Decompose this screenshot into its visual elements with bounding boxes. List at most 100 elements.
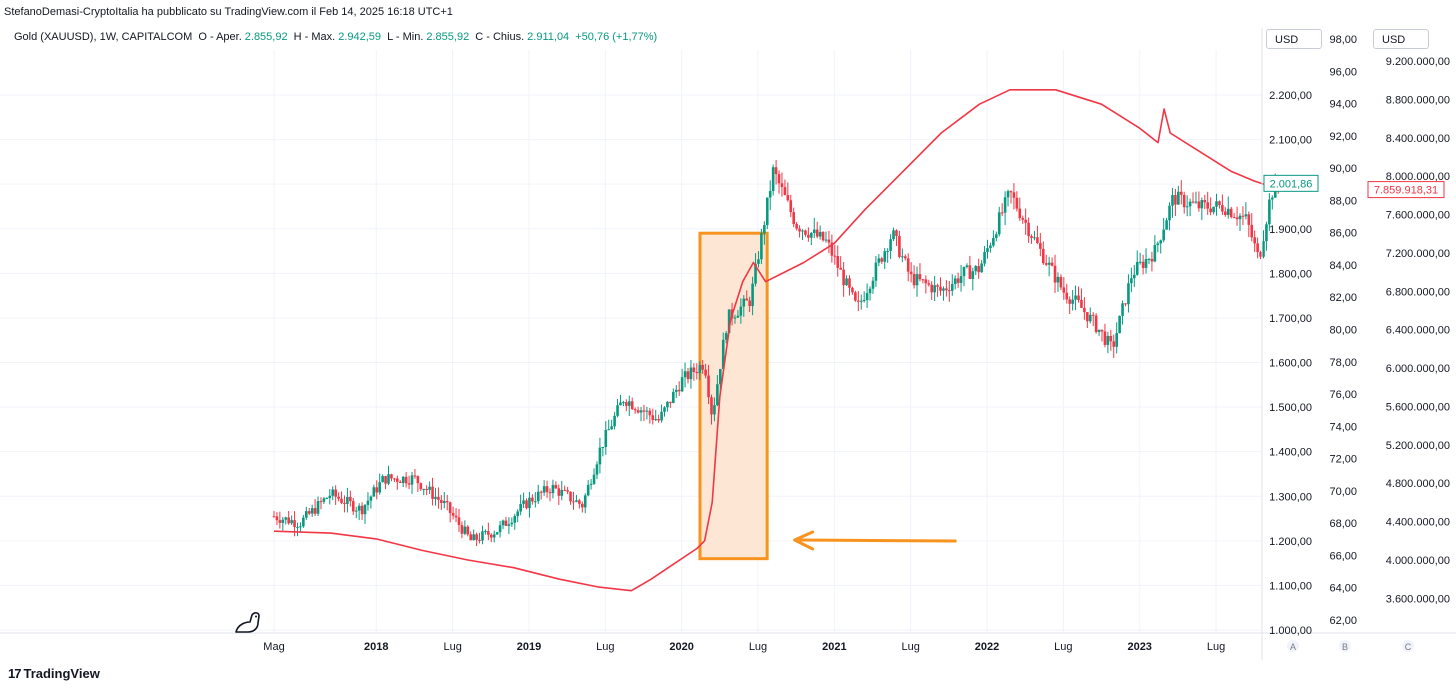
candle-body xyxy=(610,426,613,430)
candle-body xyxy=(519,503,522,512)
open-value: 2.855,92 xyxy=(244,31,288,43)
candle-body xyxy=(272,516,276,518)
candle-body xyxy=(390,474,393,479)
candle-body xyxy=(1100,329,1104,332)
annotation-arrow-head xyxy=(793,530,815,551)
candle-body xyxy=(296,526,299,528)
candle-body xyxy=(1088,314,1092,322)
candle-body xyxy=(648,410,652,416)
candle-body xyxy=(595,464,599,475)
candle-body xyxy=(313,508,317,514)
currency-selector-price[interactable]: USD xyxy=(1266,29,1322,49)
candle-body xyxy=(601,446,605,448)
candle-body xyxy=(959,276,963,283)
candle-body xyxy=(522,500,525,504)
candle-body xyxy=(971,271,975,279)
candle-body xyxy=(663,407,666,412)
candle-body xyxy=(375,487,379,493)
candle-body xyxy=(962,266,966,277)
candle-body xyxy=(918,274,922,280)
candle-body xyxy=(810,232,813,238)
candle-body xyxy=(472,534,475,541)
candle-body xyxy=(431,486,434,499)
candle-body xyxy=(1229,208,1233,218)
candle-body xyxy=(357,505,361,511)
candle-body xyxy=(1271,197,1274,200)
candle-body xyxy=(795,224,798,229)
tradingview-mark-icon: 17 xyxy=(8,666,22,681)
candle-body xyxy=(572,501,575,503)
candle-body xyxy=(695,372,699,374)
candle-body xyxy=(836,256,840,268)
candle-body xyxy=(1153,244,1157,262)
candle-body xyxy=(1185,206,1189,208)
candle-body xyxy=(883,251,887,262)
c-axis-tick-label: 8.800.000,00 xyxy=(1386,94,1450,106)
candle-body xyxy=(1080,299,1083,308)
b-axis-tick-label: 78,00 xyxy=(1329,357,1357,369)
candle-body xyxy=(768,190,772,198)
candle-body xyxy=(1200,200,1204,209)
candle-body xyxy=(692,367,696,373)
candle-body xyxy=(789,200,793,213)
candle-body xyxy=(1083,307,1086,313)
c-axis-tick-label: 3.600.000,00 xyxy=(1386,593,1450,605)
candle-body xyxy=(554,484,558,489)
candle-body xyxy=(821,231,825,241)
candle-body xyxy=(407,483,411,485)
candle-body xyxy=(428,486,431,490)
candle-body xyxy=(319,501,323,503)
candle-body xyxy=(604,429,608,447)
candle-body xyxy=(1241,215,1245,217)
candle-body xyxy=(654,419,658,421)
candle-body xyxy=(1106,336,1110,345)
candle-body xyxy=(848,278,851,288)
candle-body xyxy=(293,520,296,528)
candle-body xyxy=(1224,211,1227,215)
price-tick-label: 2.200,00 xyxy=(1269,90,1312,102)
candle-body xyxy=(1244,214,1248,217)
candle-body xyxy=(983,251,986,264)
candle-body xyxy=(310,508,314,514)
axis-corner-badge xyxy=(1339,640,1351,652)
candle-body xyxy=(680,377,684,392)
time-axis-label: Lug xyxy=(1207,641,1225,653)
axis-corner-label: C xyxy=(1405,642,1412,652)
candle-body xyxy=(862,300,866,302)
c-axis-tick-label: 4.000.000,00 xyxy=(1386,555,1450,567)
candle-body xyxy=(284,517,288,520)
candle-body xyxy=(1156,243,1160,245)
candle-body xyxy=(463,526,467,534)
candle-body xyxy=(1165,220,1168,230)
candle-body xyxy=(672,391,675,403)
candle-body xyxy=(997,212,1001,235)
axis-corner-label: A xyxy=(1290,642,1296,652)
candle-body xyxy=(1135,261,1139,275)
candle-body xyxy=(757,259,760,264)
price-chart[interactable]: 1.000,00 1.100,00 1.200,00 1.300,00 1.400,00… xyxy=(0,0,1456,660)
currency-selector-c-axis[interactable]: USD xyxy=(1373,29,1429,49)
candle-body xyxy=(578,500,581,504)
candle-body xyxy=(583,495,587,508)
c-axis-tick-label: 4.400.000,00 xyxy=(1386,517,1450,529)
candle-body xyxy=(989,245,992,249)
candle-body xyxy=(425,488,428,490)
candle-body xyxy=(340,498,343,503)
candle-body xyxy=(1094,315,1098,332)
published-by-text: StefanoDemasi-CryptoItalia ha pubblicato… xyxy=(4,6,453,18)
b-axis-tick-label: 92,00 xyxy=(1329,131,1357,143)
b-axis-tick-label: 82,00 xyxy=(1329,292,1357,304)
candle-body xyxy=(460,525,464,534)
candle-body xyxy=(466,526,470,535)
candle-body xyxy=(751,283,754,307)
candle-body xyxy=(275,516,279,521)
symbol-label[interactable]: Gold (XAUUSD), 1W, CAPITALCOM xyxy=(14,31,193,43)
time-axis-label: Lug xyxy=(902,641,920,653)
tradingview-logo[interactable]: 17 TradingView xyxy=(8,666,100,681)
candle-body xyxy=(616,405,619,416)
candle-body xyxy=(1012,192,1016,198)
c-axis-tick-label: 7.600.000,00 xyxy=(1386,210,1450,222)
candle-body xyxy=(1179,191,1183,195)
c-axis-tick-label: 8.400.000,00 xyxy=(1386,133,1450,145)
candle-body xyxy=(302,517,305,527)
